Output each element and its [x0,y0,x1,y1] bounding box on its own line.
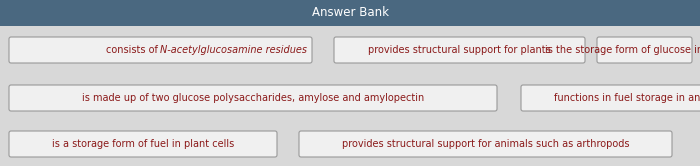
Text: Answer Bank: Answer Bank [312,6,388,19]
Text: is the storage form of glucose in animals: is the storage form of glucose in animal… [545,45,700,55]
FancyBboxPatch shape [9,131,277,157]
Text: is a storage form of fuel in plant cells: is a storage form of fuel in plant cells [52,139,234,149]
Text: consists of: consists of [106,45,160,55]
Text: functions in fuel storage in animal cells: functions in fuel storage in animal cell… [554,93,700,103]
Text: provides structural support for animals such as arthropods: provides structural support for animals … [342,139,629,149]
FancyBboxPatch shape [521,85,700,111]
FancyBboxPatch shape [299,131,672,157]
FancyBboxPatch shape [334,37,585,63]
Text: is made up of two glucose polysaccharides, amylose and amylopectin: is made up of two glucose polysaccharide… [82,93,424,103]
Bar [0,0,700,26]
FancyBboxPatch shape [597,37,692,63]
FancyBboxPatch shape [9,37,312,63]
FancyBboxPatch shape [9,85,497,111]
Text: provides structural support for plants: provides structural support for plants [368,45,551,55]
Text: N-acetylglucosamine residues: N-acetylglucosamine residues [160,45,307,55]
